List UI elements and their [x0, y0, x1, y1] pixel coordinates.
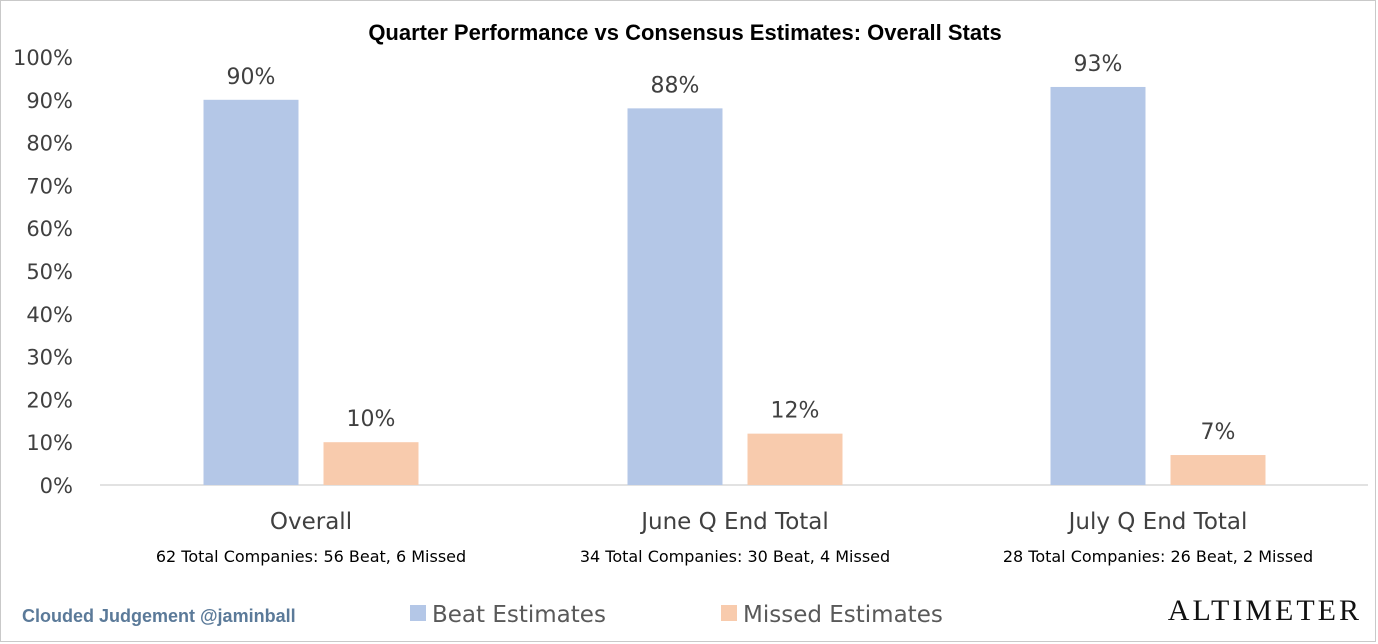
bars-group: 90% 88% 93% 10% 12% 7% — [203, 52, 1266, 486]
y-tick-label: 70% — [26, 174, 73, 198]
y-tick-label: 30% — [26, 346, 73, 370]
data-label: 12% — [771, 399, 820, 424]
bar-missed — [747, 433, 843, 485]
y-tick-label: 0% — [40, 474, 73, 498]
bar-beat — [203, 99, 299, 486]
data-label: 88% — [651, 73, 700, 98]
y-tick-label: 80% — [26, 132, 73, 156]
legend-swatch — [410, 605, 426, 621]
x-category-label: Overall — [270, 509, 352, 535]
y-tick-label: 60% — [26, 217, 73, 241]
y-tick-label: 50% — [26, 260, 73, 284]
bar-missed — [1170, 455, 1266, 485]
y-tick-label: 90% — [26, 89, 73, 113]
bar-beat — [627, 108, 723, 486]
y-tick-label: 100% — [13, 46, 73, 70]
legend-label: Missed Estimates — [743, 602, 943, 628]
x-category-subtitle: 62 Total Companies: 56 Beat, 6 Missed — [156, 547, 466, 566]
bar-beat — [1050, 86, 1146, 486]
category-labels: Overall 62 Total Companies: 56 Beat, 6 Mi… — [156, 509, 1313, 566]
data-label: 7% — [1201, 420, 1236, 445]
bar-missed — [323, 442, 419, 485]
legend-label: Beat Estimates — [432, 602, 606, 628]
legend: Beat Estimates Missed Estimates — [410, 602, 943, 628]
y-tick-label: 10% — [26, 431, 73, 455]
data-label: 90% — [227, 65, 276, 90]
data-label: 93% — [1074, 52, 1123, 77]
y-tick-label: 20% — [26, 388, 73, 412]
x-category-label: June Q End Total — [639, 509, 829, 535]
data-label: 10% — [347, 407, 396, 432]
legend-swatch — [721, 605, 737, 621]
x-category-label: July Q End Total — [1067, 509, 1248, 535]
brand-logo: ALTIMETER — [1168, 594, 1362, 627]
chart-title: Quarter Performance vs Consensus Estimat… — [368, 20, 1001, 45]
credit-text: Clouded Judgement @jaminball — [22, 606, 296, 626]
x-category-subtitle: 34 Total Companies: 30 Beat, 4 Missed — [580, 547, 890, 566]
y-tick-label: 40% — [26, 303, 73, 327]
x-category-subtitle: 28 Total Companies: 26 Beat, 2 Missed — [1003, 547, 1313, 566]
y-axis: 0% 10% 20% 30% 40% 50% 60% 70% 80% 90% 100% — [13, 46, 73, 498]
